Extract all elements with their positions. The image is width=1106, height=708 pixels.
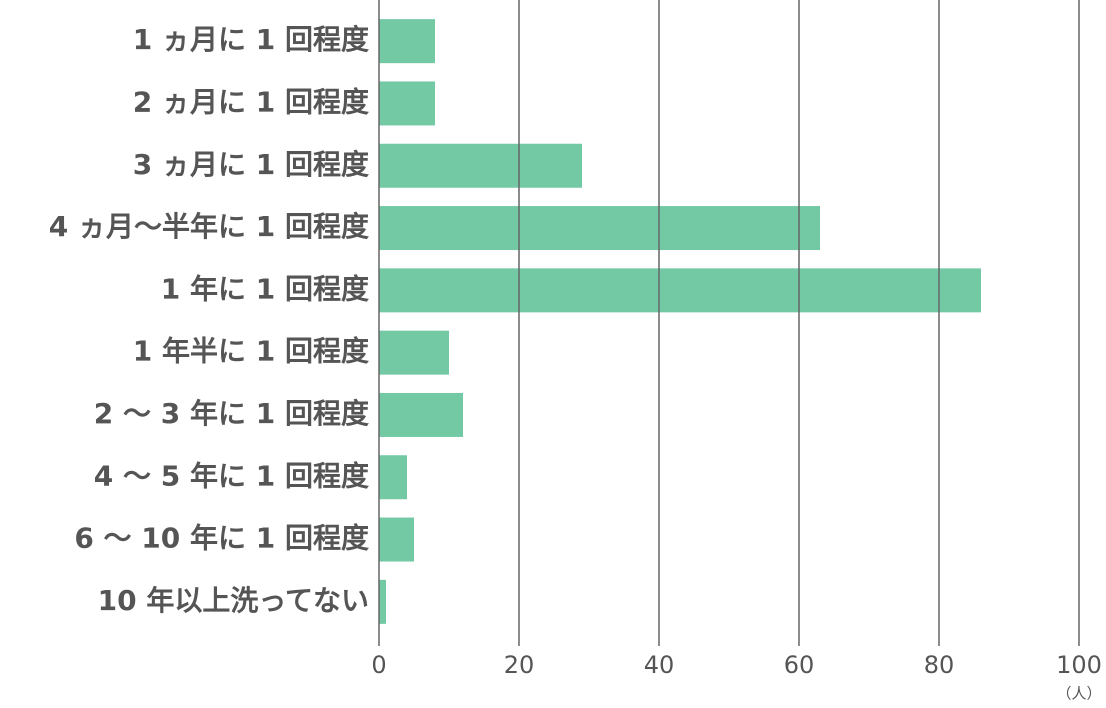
bar xyxy=(379,455,407,500)
x-tick-label: 0 xyxy=(371,651,386,679)
y-tick-label: 2 〜 3 年に 1 回程度 xyxy=(94,397,369,430)
bar xyxy=(379,330,449,375)
y-tick-label: 6 〜 10 年に 1 回程度 xyxy=(74,522,369,555)
x-tick-label: 100 xyxy=(1056,651,1102,679)
x-tick-label: 60 xyxy=(784,651,815,679)
y-tick-label: 1 ヵ月に 1 回程度 xyxy=(133,23,369,56)
x-tick-label: 80 xyxy=(924,651,955,679)
bar xyxy=(379,517,414,562)
y-tick-label: 1 年に 1 回程度 xyxy=(161,272,369,305)
bar xyxy=(379,268,981,313)
bar xyxy=(379,81,435,126)
x-tick-label: 20 xyxy=(504,651,535,679)
y-tick-label: 2 ヵ月に 1 回程度 xyxy=(133,85,369,118)
y-tick-label: 3 ヵ月に 1 回程度 xyxy=(133,148,369,181)
y-tick-label: 10 年以上洗ってない xyxy=(98,584,369,617)
bar xyxy=(379,579,386,624)
x-tick-label: 40 xyxy=(644,651,675,679)
bar xyxy=(379,143,582,188)
y-tick-label: 4 〜 5 年に 1 回程度 xyxy=(94,459,369,492)
bar xyxy=(379,19,435,64)
y-tick-label: 4 ヵ月〜半年に 1 回程度 xyxy=(49,210,369,243)
bar xyxy=(379,392,463,437)
bar xyxy=(379,206,820,251)
x-axis-label: （人） xyxy=(1056,685,1101,703)
y-tick-label: 1 年半に 1 回程度 xyxy=(133,335,369,368)
